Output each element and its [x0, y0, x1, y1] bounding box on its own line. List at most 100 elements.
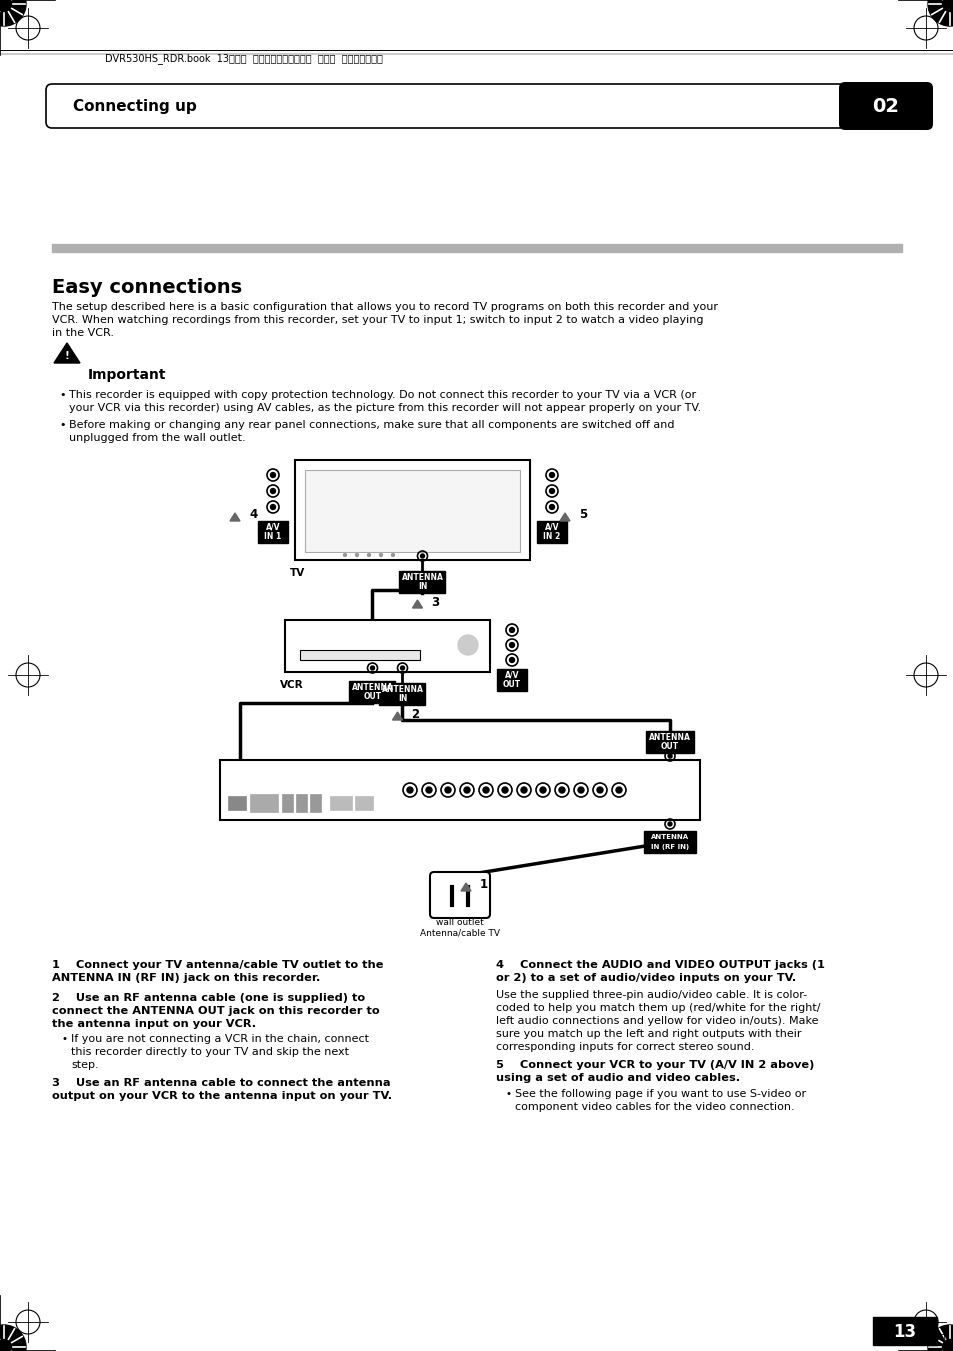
Text: 3: 3 [431, 596, 439, 608]
Circle shape [379, 554, 382, 557]
Text: Use the supplied three-pin audio/video cable. It is color-: Use the supplied three-pin audio/video c… [496, 990, 806, 1000]
Circle shape [616, 788, 621, 793]
Text: A/V: A/V [266, 523, 280, 531]
Circle shape [426, 788, 432, 793]
Text: A/V: A/V [544, 523, 558, 531]
Bar [257, 521, 288, 543]
Text: The setup described here is a basic configuration that allows you to record TV p: The setup described here is a basic conf… [52, 303, 718, 312]
Bar [643, 831, 696, 852]
Text: 5    Connect your VCR to your TV (A/V IN 2 above): 5 Connect your VCR to your TV (A/V IN 2 … [496, 1061, 814, 1070]
Text: 1: 1 [479, 878, 488, 892]
Text: Before making or changing any rear panel connections, make sure that all compone: Before making or changing any rear panel… [69, 420, 674, 430]
Text: unplugged from the wall outlet.: unplugged from the wall outlet. [69, 434, 245, 443]
Circle shape [457, 635, 477, 655]
Text: Connecting up: Connecting up [73, 100, 196, 115]
Text: •: • [62, 1034, 68, 1044]
Text: 2    Use an RF antenna cable (one is supplied) to: 2 Use an RF antenna cable (one is suppli… [52, 993, 365, 1002]
Circle shape [420, 554, 424, 558]
Text: VCR: VCR [280, 680, 303, 690]
Circle shape [391, 554, 395, 557]
Circle shape [444, 788, 451, 793]
Text: •: • [505, 1089, 512, 1098]
Text: IN 1: IN 1 [264, 532, 281, 542]
Text: 13: 13 [893, 1323, 916, 1342]
Bar [379, 684, 425, 705]
Text: IN: IN [397, 694, 407, 704]
Bar [220, 761, 700, 820]
Polygon shape [54, 343, 80, 363]
Polygon shape [559, 513, 569, 521]
Circle shape [509, 643, 514, 647]
Bar [299, 650, 419, 661]
Text: or 2) to a set of audio/video inputs on your TV.: or 2) to a set of audio/video inputs on … [496, 973, 796, 984]
Text: See the following page if you want to use S-video or: See the following page if you want to us… [515, 1089, 805, 1098]
Text: in the VCR.: in the VCR. [52, 328, 113, 338]
Circle shape [343, 554, 346, 557]
Text: DVR530HS_RDR.book  13ページ  ２００５年５月２６日  木曜日  午後３時１９分: DVR530HS_RDR.book 13ページ ２００５年５月２６日 木曜日 午… [105, 54, 382, 65]
Circle shape [509, 658, 514, 662]
Text: Antenna/cable TV: Antenna/cable TV [419, 928, 499, 938]
Text: IN (RF IN): IN (RF IN) [650, 844, 688, 850]
Bar [282, 794, 293, 812]
Bar [349, 681, 395, 703]
Circle shape [549, 489, 554, 493]
Circle shape [927, 1325, 953, 1351]
Text: OUT: OUT [502, 681, 520, 689]
Text: using a set of audio and video cables.: using a set of audio and video cables. [496, 1073, 740, 1084]
Text: Important: Important [88, 367, 167, 382]
Bar [872, 1317, 936, 1346]
Bar [294, 459, 530, 561]
Text: This recorder is equipped with copy protection technology. Do not connect this r: This recorder is equipped with copy prot… [69, 390, 696, 400]
Text: 02: 02 [872, 97, 899, 116]
Text: 3    Use an RF antenna cable to connect the antenna: 3 Use an RF antenna cable to connect the… [52, 1078, 390, 1088]
Circle shape [667, 821, 671, 825]
Text: •: • [59, 390, 66, 400]
Text: your VCR via this recorder) using AV cables, as the picture from this recorder w: your VCR via this recorder) using AV cab… [69, 403, 700, 413]
Bar [295, 794, 307, 812]
Circle shape [549, 504, 554, 509]
Polygon shape [392, 712, 402, 720]
Circle shape [463, 788, 470, 793]
Circle shape [367, 554, 370, 557]
Circle shape [370, 666, 375, 670]
Text: •: • [59, 420, 66, 430]
Polygon shape [230, 513, 240, 521]
Circle shape [355, 554, 358, 557]
Circle shape [578, 788, 583, 793]
Circle shape [0, 1325, 26, 1351]
Polygon shape [412, 600, 422, 608]
Text: ANTENNA: ANTENNA [381, 685, 423, 693]
Bar [250, 794, 277, 812]
Text: step.: step. [71, 1061, 98, 1070]
Text: A/V: A/V [504, 670, 518, 680]
Text: 2: 2 [411, 708, 419, 720]
Text: this recorder directly to your TV and skip the next: this recorder directly to your TV and sk… [71, 1047, 349, 1056]
FancyBboxPatch shape [430, 871, 490, 917]
Text: output on your VCR to the antenna input on your TV.: output on your VCR to the antenna input … [52, 1092, 392, 1101]
Text: wall outlet: wall outlet [436, 917, 483, 927]
Circle shape [509, 627, 514, 632]
Text: ANTENNA: ANTENNA [352, 682, 393, 692]
Text: ANTENNA: ANTENNA [650, 834, 688, 840]
FancyBboxPatch shape [838, 82, 932, 130]
Bar [285, 620, 490, 671]
Text: 1    Connect your TV antenna/cable TV outlet to the: 1 Connect your TV antenna/cable TV outle… [52, 961, 383, 970]
Text: OUT: OUT [363, 693, 381, 701]
Circle shape [400, 666, 404, 670]
Bar [537, 521, 566, 543]
Bar [330, 796, 352, 811]
Text: 5: 5 [578, 508, 587, 521]
Text: 4: 4 [249, 508, 257, 521]
Bar [310, 794, 320, 812]
Circle shape [271, 489, 275, 493]
Text: sure you match up the left and right outputs with their: sure you match up the left and right out… [496, 1029, 801, 1039]
Text: VCR. When watching recordings from this recorder, set your TV to input 1; switch: VCR. When watching recordings from this … [52, 315, 702, 326]
Text: the antenna input on your VCR.: the antenna input on your VCR. [52, 1019, 255, 1029]
Circle shape [501, 788, 507, 793]
Text: IN: IN [417, 582, 427, 592]
Text: connect the ANTENNA OUT jack on this recorder to: connect the ANTENNA OUT jack on this rec… [52, 1006, 379, 1016]
Text: 4    Connect the AUDIO and VIDEO OUTPUT jacks (1: 4 Connect the AUDIO and VIDEO OUTPUT jac… [496, 961, 824, 970]
Circle shape [558, 788, 564, 793]
Bar [355, 796, 373, 811]
Bar [399, 571, 445, 593]
